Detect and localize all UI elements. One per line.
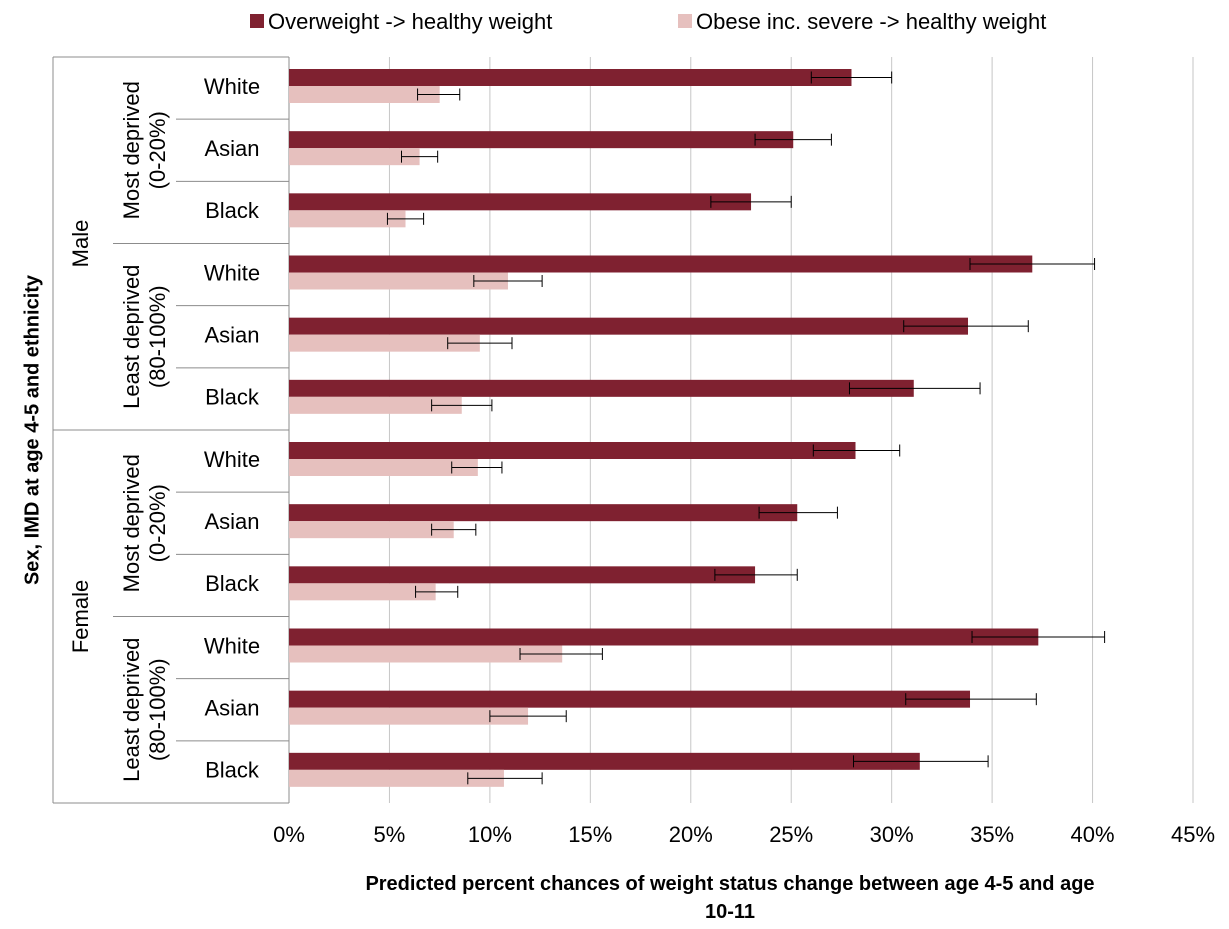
bar-overweight (289, 131, 794, 149)
x-tick-label: 40% (1071, 822, 1115, 847)
imd-group-label-line: Least deprived (119, 638, 144, 782)
bar-overweight (289, 379, 914, 397)
bar-obese (289, 210, 406, 228)
imd-group-label-line: (0-20%) (145, 484, 170, 562)
bar-overweight (289, 317, 969, 335)
bar-obese (289, 334, 480, 352)
imd-group-label-line: Least deprived (119, 265, 144, 409)
x-axis-ticks: 0% 5% 10% 15% 20% 25% 30% 35% 40% 45% (273, 822, 1215, 847)
bar-obese (289, 521, 454, 539)
imd-group-label-line: (80-100%) (145, 658, 170, 761)
bar-obese (289, 707, 529, 725)
sex-label: Female (68, 580, 93, 653)
legend-label-overweight: Overweight -> healthy weight (268, 9, 552, 34)
x-tick-label: 5% (374, 822, 406, 847)
imd-group-label-line: Most deprived (119, 81, 144, 219)
x-tick-label: 45% (1171, 822, 1215, 847)
bar-obese (289, 459, 478, 476)
category-label: White (204, 74, 260, 99)
bar-overweight (289, 442, 856, 459)
bar-overweight (289, 69, 852, 86)
bar-overweight (289, 193, 752, 211)
category-label: White (204, 633, 260, 658)
x-tick-label: 25% (769, 822, 813, 847)
category-label: Black (205, 198, 260, 223)
bar-overweight (289, 628, 1039, 646)
bar-overweight (289, 255, 1033, 273)
category-label: Black (205, 571, 260, 596)
bar-obese (289, 396, 462, 414)
legend-swatch-overweight (250, 14, 264, 28)
category-label: Asian (204, 136, 259, 161)
x-tick-label: 15% (568, 822, 612, 847)
category-label: Asian (204, 509, 259, 534)
legend-swatch-obese (678, 14, 692, 28)
bar-overweight (289, 566, 756, 584)
x-tick-label: 35% (970, 822, 1014, 847)
error-bars (386, 71, 1106, 785)
bar-obese (289, 645, 563, 663)
bar-obese (289, 583, 436, 601)
bar-overweight (289, 690, 971, 708)
sex-label: Male (68, 220, 93, 268)
bar-obese (289, 272, 508, 290)
x-axis-title-line-1: Predicted percent chances of weight stat… (365, 873, 1094, 895)
x-tick-label: 0% (273, 822, 305, 847)
imd-group-label-line: (80-100%) (145, 285, 170, 388)
bar-overweight (289, 752, 920, 770)
category-label: Asian (204, 696, 259, 721)
category-label: White (204, 447, 260, 472)
imd-group-label-line: Most deprived (119, 454, 144, 592)
x-axis-title-line-2: 10-11 (705, 901, 755, 923)
bars (289, 69, 1039, 787)
bar-obese (289, 769, 504, 787)
x-tick-label: 30% (870, 822, 914, 847)
imd-group-label: Most deprived(0-20%) (119, 81, 170, 219)
bar-overweight (289, 504, 798, 522)
x-tick-label: 20% (669, 822, 713, 847)
bar-obese (289, 148, 420, 166)
bar-obese (289, 86, 440, 103)
gridlines (288, 57, 1194, 803)
legend: Overweight -> healthy weight Obese inc. … (250, 9, 1046, 34)
imd-group-label: Most deprived(0-20%) (119, 454, 170, 592)
category-label: Asian (204, 323, 259, 348)
category-label: Black (205, 758, 260, 783)
imd-group-label: Least deprived(80-100%) (119, 638, 170, 782)
imd-group-label-line: (0-20%) (145, 111, 170, 189)
category-label: White (204, 260, 260, 285)
y-axis-title: Sex, IMD at age 4-5 and ethnicity (21, 274, 43, 585)
category-label: Black (205, 385, 260, 410)
legend-label-obese: Obese inc. severe -> healthy weight (696, 9, 1046, 34)
y-axis-labels: White Asian Black White Asian Black White Asian… (52, 56, 289, 804)
imd-group-label: Least deprived(80-100%) (119, 265, 170, 409)
x-tick-label: 10% (468, 822, 512, 847)
